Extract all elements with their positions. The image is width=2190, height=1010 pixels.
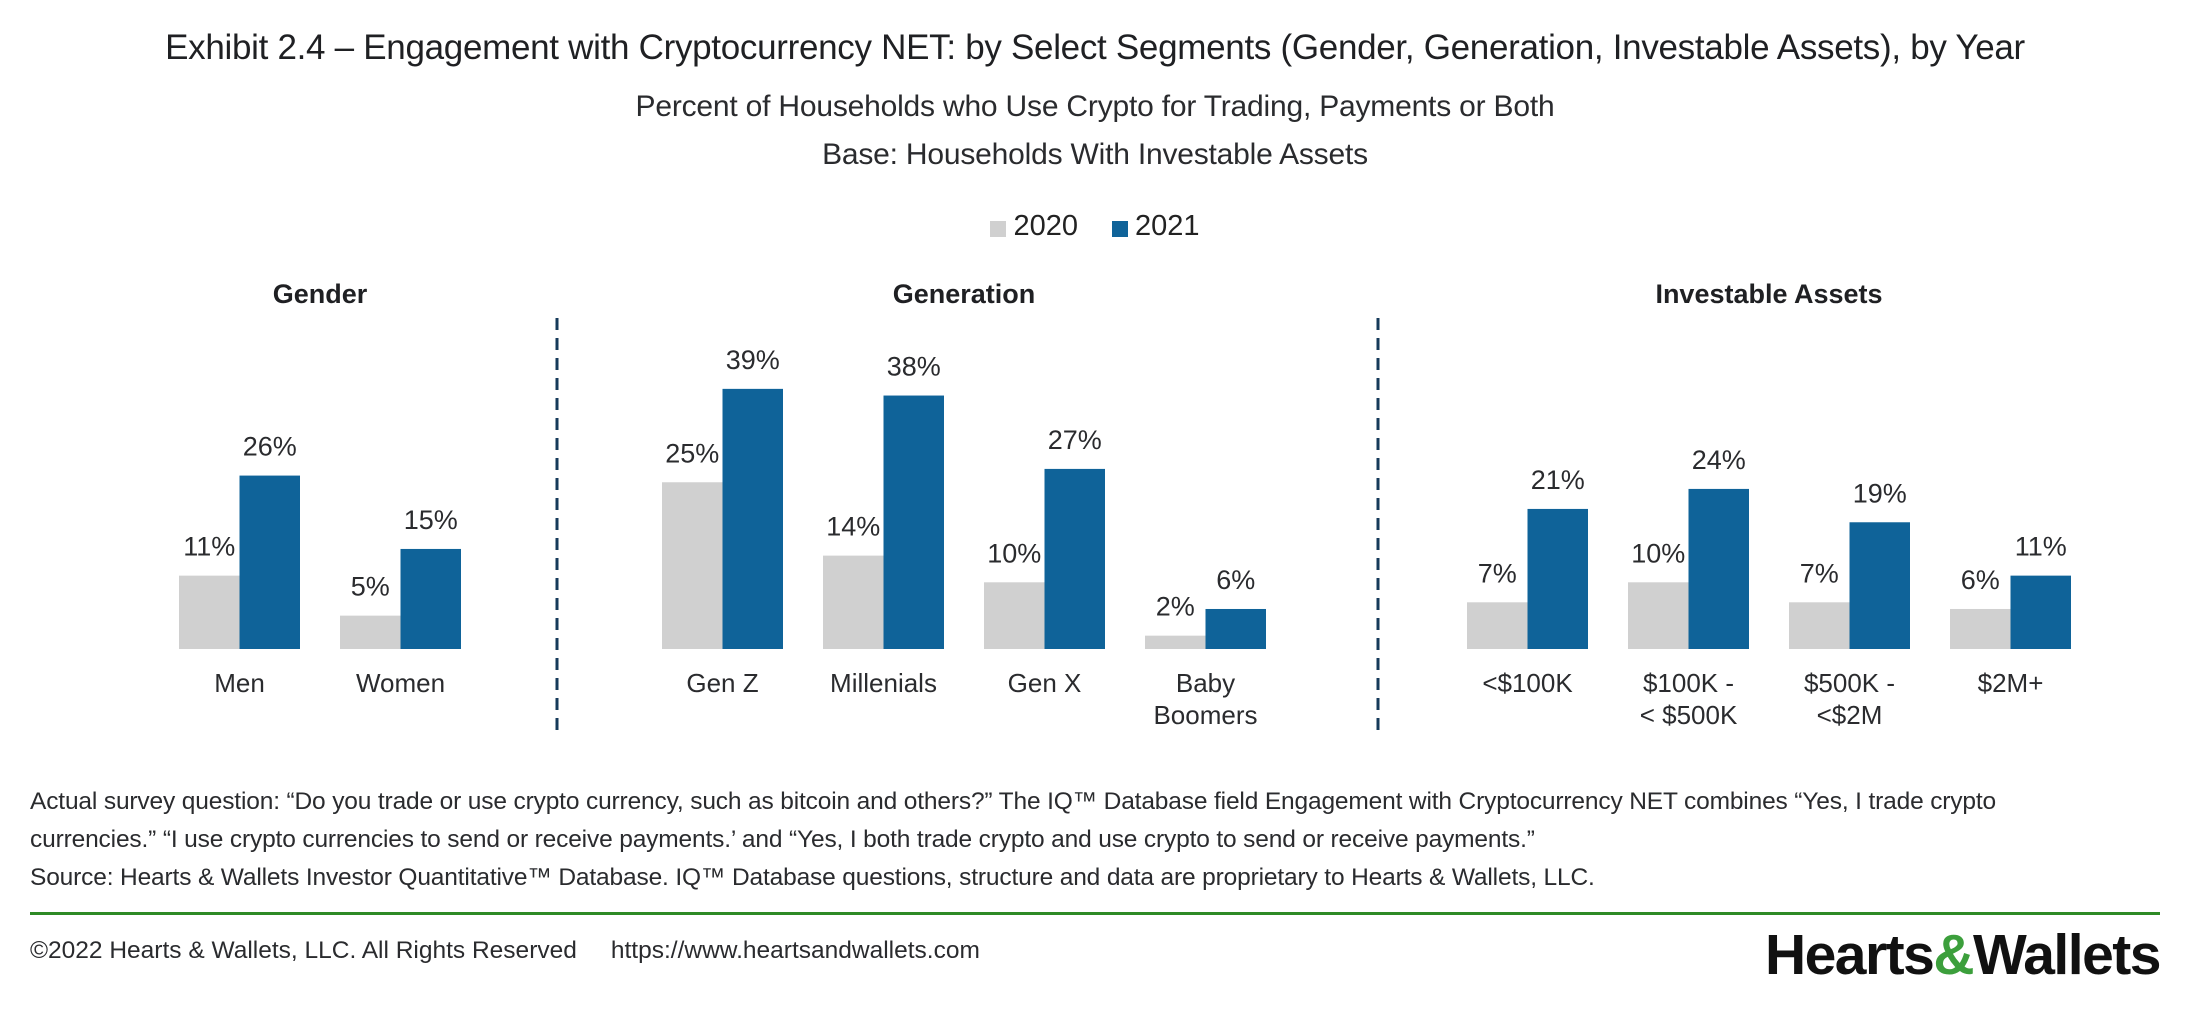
bar-2021: [1205, 608, 1266, 649]
category-label: $100K -: [1643, 668, 1734, 698]
logo-word-wallets: Wallets: [1973, 923, 2161, 987]
legend-swatch-2021: [1112, 220, 1128, 237]
copyright-text: ©2022 Hearts & Wallets, LLC. All Rights …: [30, 937, 577, 964]
category-label: <$100K: [1482, 668, 1573, 698]
category-label: Men: [214, 668, 265, 698]
chart-base-note: Base: Households With Investable Assets: [822, 138, 1368, 171]
footer-copyright-line: ©2022 Hearts & Wallets, LLC. All Rights …: [30, 937, 980, 965]
data-label-2021: 21%: [1531, 465, 1585, 495]
footnote-survey-question-cont: currencies.” “I use crypto currencies to…: [30, 826, 1535, 853]
data-label-2021: 39%: [726, 345, 780, 375]
data-label-2020: 5%: [351, 572, 390, 602]
chart-subtitle: Percent of Households who Use Crypto for…: [635, 90, 1555, 123]
bar-2021: [1044, 468, 1105, 649]
category-label: Millenials: [830, 668, 937, 698]
bar-2020: [1950, 608, 2011, 649]
data-label-2021: 11%: [2015, 532, 2067, 562]
chart-title: Exhibit 2.4 – Engagement with Cryptocurr…: [165, 28, 2025, 67]
bar-2021: [2010, 575, 2071, 649]
legend-item-2021: 2021: [1112, 210, 1200, 243]
data-label-2020: 7%: [1478, 558, 1517, 588]
hearts-and-wallets-logo: Hearts&Wallets: [1764, 922, 2162, 988]
legend: 2020 2021: [0, 210, 2190, 243]
bar-2020: [340, 615, 401, 649]
footnote-survey-question: Actual survey question: “Do you trade or…: [30, 788, 1997, 815]
data-label-2021: 24%: [1692, 445, 1746, 475]
data-label-2020: 25%: [665, 438, 719, 468]
data-label-2021: 6%: [1216, 565, 1255, 595]
logo-word-hearts: Hearts: [1764, 923, 1935, 987]
category-label: Women: [356, 668, 445, 698]
panel-title-investable-assets: Investable Assets: [1655, 279, 1882, 309]
data-label-2020: 7%: [1800, 558, 1839, 588]
legend-item-2020: 2020: [990, 210, 1078, 243]
bar-2021: [239, 475, 300, 649]
data-label-2020: 10%: [1631, 538, 1685, 568]
data-label-2021: 38%: [887, 352, 941, 382]
category-label: Gen X: [1008, 668, 1082, 698]
legend-label: 2020: [1013, 210, 1078, 242]
bar-2020: [823, 555, 884, 649]
bar-2020: [179, 575, 240, 649]
bar-2021: [1688, 488, 1749, 649]
category-label: < $500K: [1640, 700, 1738, 730]
footer-divider: [30, 912, 2160, 915]
footnote-source: Source: Hearts & Wallets Investor Quanti…: [30, 864, 1595, 891]
data-label-2021: 15%: [404, 505, 458, 535]
legend-swatch-2020: [990, 220, 1007, 237]
data-label-2021: 26%: [243, 432, 297, 462]
bar-2020: [1628, 582, 1689, 649]
bar-2021: [400, 548, 461, 649]
bar-2020: [1145, 635, 1206, 649]
category-label: $2M+: [1978, 668, 2044, 698]
bar-2021: [1527, 508, 1588, 649]
category-label: $500K -: [1804, 668, 1895, 698]
category-label: <$2M: [1817, 700, 1883, 730]
category-label: Baby: [1176, 668, 1235, 698]
website-link[interactable]: https://www.heartsandwallets.com: [610, 937, 980, 964]
data-label-2020: 6%: [1961, 565, 2000, 595]
data-label-2020: 10%: [987, 538, 1041, 568]
data-label-2021: 19%: [1853, 478, 1907, 508]
category-label: Gen Z: [686, 668, 758, 698]
category-label: Boomers: [1153, 700, 1257, 730]
legend-label: 2021: [1135, 210, 1200, 242]
data-label-2021: 27%: [1048, 425, 1102, 455]
bar-2021: [722, 388, 783, 649]
bar-2021: [1849, 522, 1910, 649]
panel-title-gender: Gender: [273, 279, 368, 309]
bar-2020: [1467, 602, 1528, 649]
bar-2020: [662, 482, 723, 649]
bar-2020: [984, 582, 1045, 649]
data-label-2020: 2%: [1156, 592, 1195, 622]
bar-2020: [1789, 602, 1850, 649]
panel-title-generation: Generation: [893, 279, 1036, 309]
data-label-2020: 11%: [183, 532, 235, 562]
data-label-2020: 14%: [826, 512, 880, 542]
logo-ampersand: &: [1933, 923, 1974, 987]
bar-2021: [883, 395, 944, 649]
